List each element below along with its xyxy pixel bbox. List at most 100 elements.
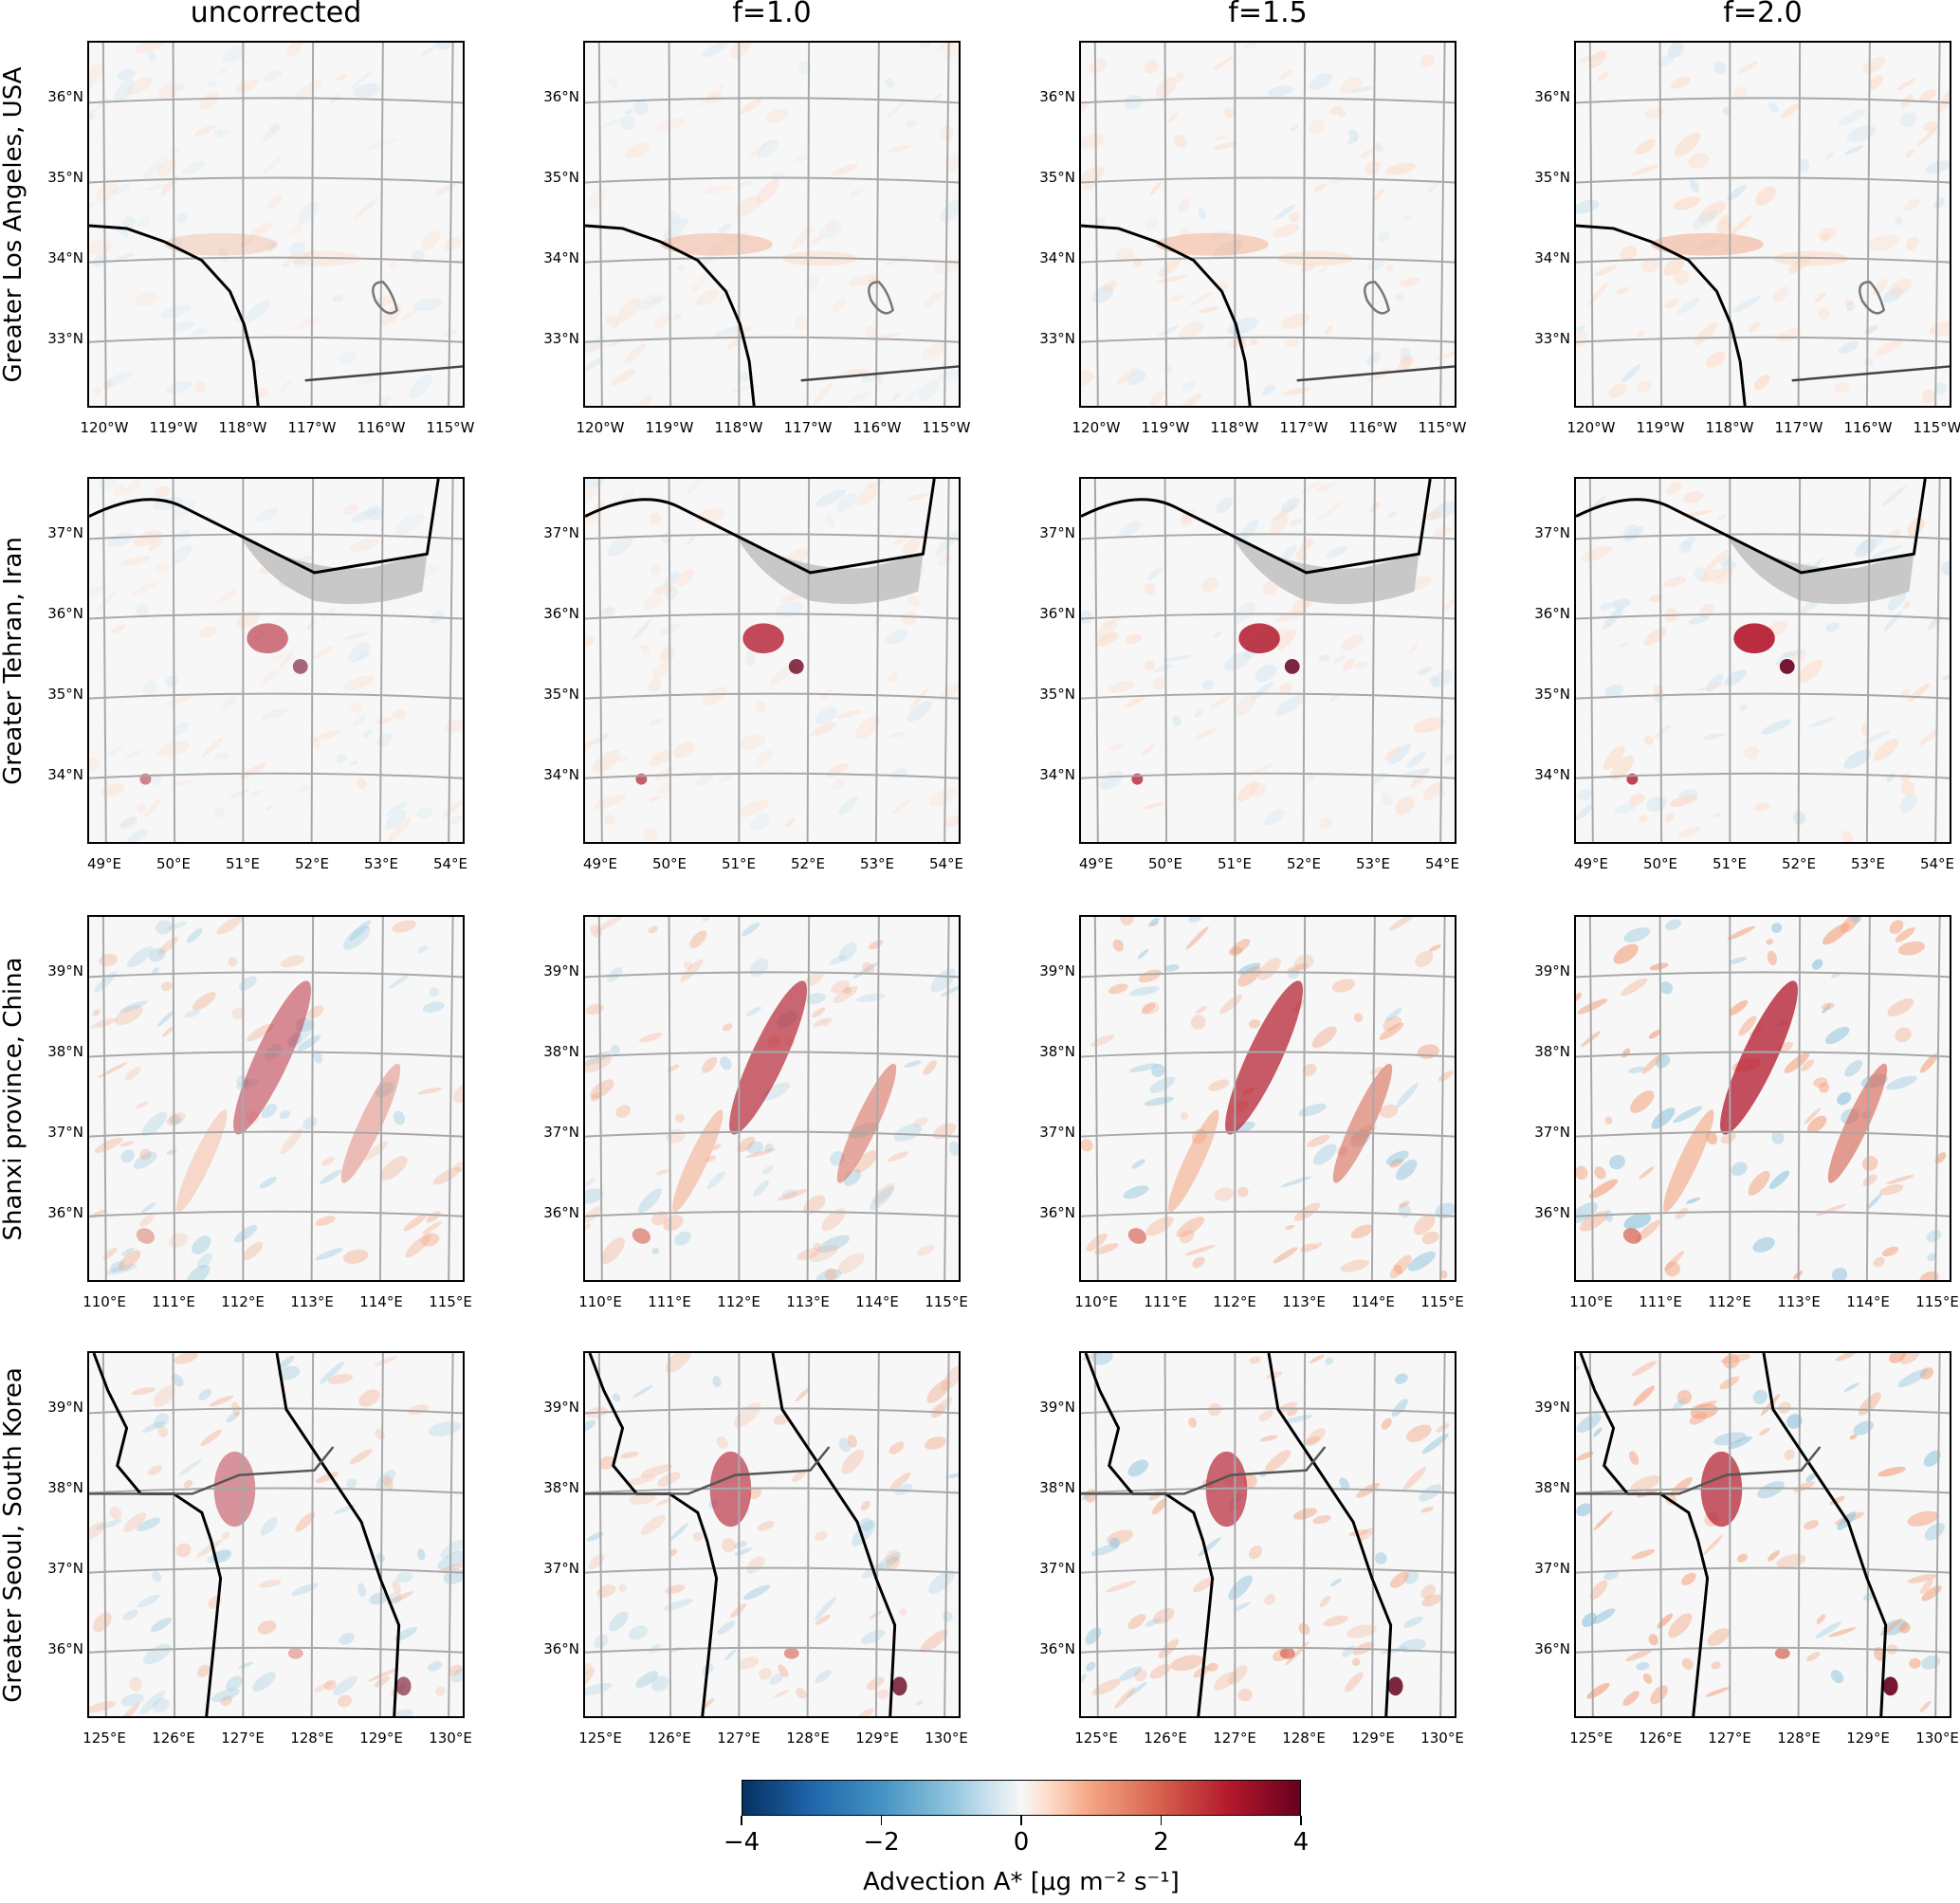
field-blob — [175, 1543, 192, 1558]
field-blob — [1108, 743, 1126, 751]
field-blob — [444, 237, 461, 251]
field-blob — [1916, 126, 1938, 147]
latitude-tick-label: 36°N — [47, 605, 83, 622]
field-blob — [888, 145, 909, 153]
longitude-tick-label: 54°E — [1424, 855, 1460, 872]
field-blob — [101, 783, 125, 797]
lake-outline — [868, 281, 895, 315]
field-blob — [196, 1253, 213, 1269]
field-blob — [1180, 1230, 1195, 1244]
latitude-tick-label: 35°N — [1039, 169, 1075, 186]
field-blob — [1306, 1436, 1321, 1445]
field-blob — [651, 1210, 669, 1226]
field-blob — [315, 1472, 339, 1484]
coastline — [89, 224, 260, 406]
field-blob — [689, 930, 707, 949]
longitude-tick-label: 114°E — [359, 1293, 403, 1310]
field-blob — [1384, 162, 1416, 175]
field-blob — [585, 1682, 613, 1696]
field-blob — [1290, 123, 1299, 132]
field-blob — [812, 1007, 826, 1017]
field-blob — [1315, 482, 1337, 492]
field-blob — [832, 778, 846, 791]
field-blob — [129, 1676, 142, 1692]
field-blob — [1148, 917, 1160, 927]
field-blob — [315, 1248, 343, 1260]
field-blob — [289, 223, 303, 237]
field-blob — [612, 1393, 621, 1402]
field-blob — [611, 368, 636, 386]
field-blob — [1102, 280, 1117, 293]
field-blob — [1395, 1373, 1408, 1384]
coastline — [92, 1353, 401, 1716]
field-blob — [1664, 1261, 1680, 1277]
hotspot — [742, 623, 784, 654]
field-blob — [287, 1033, 302, 1049]
field-blob — [755, 749, 775, 767]
field-blob — [1278, 69, 1293, 81]
field-blob — [832, 298, 846, 312]
latitude-gridline — [585, 533, 959, 540]
field-blob — [902, 538, 921, 556]
field-blob — [1600, 602, 1612, 612]
field-blob — [1706, 351, 1726, 368]
field-blob — [172, 779, 193, 786]
latitude-tick-label: 35°N — [47, 686, 83, 703]
field-blob — [1417, 667, 1433, 676]
field-blob — [1649, 962, 1669, 971]
field-blob — [706, 1171, 725, 1190]
field-blob — [625, 108, 634, 116]
field-blob — [1176, 1217, 1204, 1238]
field-blob — [794, 315, 808, 330]
field-blob — [944, 156, 959, 172]
longitude-gridline — [1865, 917, 1871, 1280]
field-blob — [815, 1670, 832, 1684]
longitude-tick-label: 130°E — [429, 1729, 472, 1747]
field-blob — [1863, 357, 1874, 367]
field-blob — [1157, 325, 1180, 337]
field-blob — [1341, 634, 1364, 650]
field-blob — [1155, 274, 1188, 284]
field-blob — [1805, 1473, 1816, 1482]
field-blob — [90, 1210, 105, 1218]
longitude-tick-label: 125°E — [578, 1729, 622, 1747]
field-blob — [1233, 1601, 1251, 1612]
field-blob — [321, 1157, 335, 1166]
field-blob — [1694, 567, 1708, 581]
field-blob — [1886, 1175, 1914, 1184]
field-blob — [585, 480, 603, 505]
field-blob — [888, 732, 906, 739]
longitude-tick-label: 116°W — [1348, 419, 1398, 436]
field-blob — [422, 1221, 442, 1235]
field-blob — [633, 100, 649, 115]
field-blob — [814, 1530, 828, 1542]
field-blob — [1081, 101, 1090, 117]
latitude-gridline — [1081, 533, 1455, 540]
field-blob — [290, 1020, 316, 1046]
field-blob — [1941, 87, 1950, 105]
field-blob — [356, 373, 386, 385]
field-blob — [1682, 509, 1713, 518]
coastline — [585, 224, 756, 406]
field-blob — [1673, 270, 1690, 285]
latitude-gridline — [585, 97, 959, 104]
field-blob — [1413, 1214, 1436, 1235]
field-blob — [843, 986, 852, 995]
field-blob — [1262, 385, 1276, 395]
field-blob — [1395, 293, 1404, 302]
longitude-tick-label: 54°E — [928, 855, 964, 872]
field-blob — [354, 197, 378, 219]
field-blob — [1761, 719, 1791, 735]
field-blob — [119, 1703, 140, 1716]
field-blob — [281, 261, 291, 267]
field-blob — [1172, 715, 1181, 726]
field-blob — [148, 774, 162, 786]
field-blob — [109, 1506, 122, 1520]
field-blob — [1195, 1006, 1208, 1015]
field-blob — [392, 1580, 401, 1594]
field-blob — [722, 231, 751, 245]
field-blob — [1086, 1661, 1096, 1672]
field-blob — [1271, 504, 1297, 522]
field-blob — [1767, 950, 1777, 966]
advection-field — [1576, 1353, 1950, 1716]
